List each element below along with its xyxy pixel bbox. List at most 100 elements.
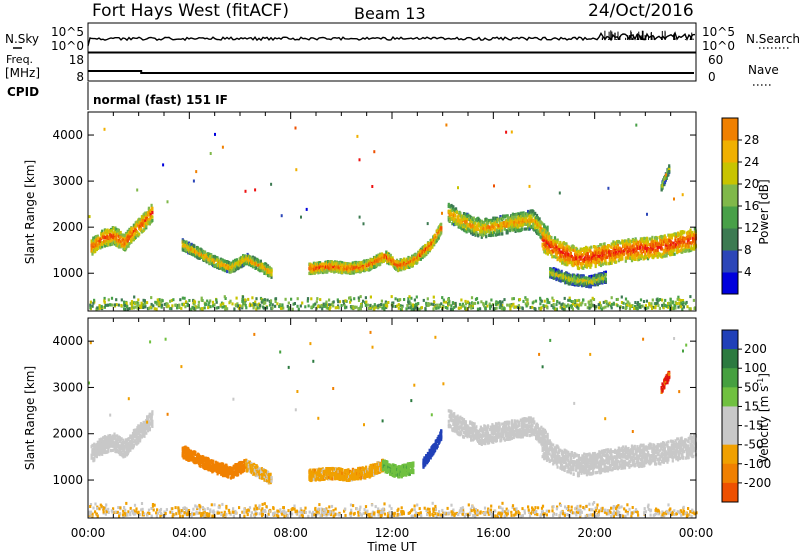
power-scatter-cell [328, 307, 331, 311]
power-scatter-cell [143, 301, 146, 305]
power-scatter-cell [597, 306, 600, 310]
power-echo-cell [568, 248, 572, 253]
power-scatter-cell [526, 302, 530, 306]
power-echo-cell [465, 219, 468, 224]
power-echo-cell [212, 260, 215, 264]
power-echo-cell [470, 231, 473, 235]
power-echo-cell [582, 266, 585, 270]
power-scatter-cell [665, 304, 668, 308]
power-echo-cell [447, 216, 450, 220]
power-scatter-cell [271, 303, 274, 307]
power-echo-cell [426, 251, 430, 255]
power-scatter-cell [692, 298, 695, 302]
power-echo-cell [525, 216, 528, 220]
power-scatter-cell [552, 299, 555, 303]
power-echo-cell [541, 242, 544, 246]
power-scatter-cell [284, 297, 287, 301]
power-scatter-cell [357, 299, 361, 302]
power-echo-cell [639, 256, 642, 261]
power-scatter-cell [353, 305, 356, 309]
power-echo-cell [651, 238, 654, 242]
power-echo-cell [509, 229, 512, 233]
power-echo-cell [559, 242, 562, 246]
power-scatter-cell [274, 300, 277, 303]
power-echo-cell [670, 241, 673, 245]
power-scatter-cell [539, 296, 542, 300]
power-scatter-cell [567, 303, 570, 307]
power-scatter-cell [410, 304, 413, 308]
power-scatter-cell [555, 307, 558, 311]
freq-trace [88, 70, 694, 74]
power-scatter-cell [433, 300, 436, 304]
power-scatter-cell [672, 307, 675, 311]
power-echo-cell [125, 245, 128, 249]
power-scatter-cell [590, 304, 593, 308]
power-scatter-cell [307, 304, 310, 308]
power-scatter-cell [124, 307, 127, 311]
power-echo-cell [592, 260, 595, 264]
power-echo-cell [493, 230, 496, 234]
power-echo-cell [644, 250, 647, 254]
power-echo-cell [541, 222, 544, 226]
power-scatter-cell [678, 298, 681, 302]
power-echo-cell [669, 252, 673, 257]
power-echo-cell [465, 227, 468, 231]
power-echo-cell [486, 221, 490, 225]
power-scatter-cell [332, 304, 335, 308]
power-echo-cell [461, 221, 464, 225]
power-echo-cell [626, 245, 629, 249]
power-scatter-cell [680, 301, 683, 305]
power-scatter-cell [324, 302, 327, 306]
power-echo-cell [132, 223, 135, 227]
power-echo-cell [336, 267, 339, 271]
power-scatter-cell [409, 306, 412, 310]
power-scatter-cell [568, 296, 571, 300]
power-echo-cell [138, 217, 141, 221]
power-scatter-cell [524, 302, 527, 306]
power-echo-cell [550, 238, 553, 242]
power-scatter-cell [430, 302, 433, 306]
power-echo-cell [112, 226, 115, 230]
power-echo-cell [539, 224, 542, 228]
power-echo-cell [431, 245, 434, 249]
power-echo-cell [610, 261, 613, 265]
power-echo-cell [589, 257, 592, 261]
power-scatter-cell [680, 299, 683, 302]
power-scatter-cell [325, 300, 328, 304]
power-echo-cell [546, 252, 549, 256]
power-echo-cell [106, 234, 109, 239]
power-echo-cell [108, 239, 111, 244]
power-scatter-cell [166, 302, 169, 306]
power-scatter-cell [442, 298, 445, 302]
power-scatter-cell [636, 307, 639, 311]
power-scatter-cell [501, 300, 504, 304]
power-echo-cell [370, 264, 373, 268]
power-scatter-cell [540, 299, 543, 303]
power-scatter-cell [103, 299, 106, 303]
power-echo-cell [124, 234, 127, 238]
power-echo-cell [662, 242, 665, 246]
power-echo-cell [576, 247, 579, 251]
power-echo-cell [586, 259, 589, 263]
power-echo-cell [670, 233, 673, 238]
power-echo-cell [350, 262, 353, 266]
power-echo-cell [223, 263, 226, 267]
power-echo-cell [141, 215, 144, 219]
power-scatter-cell [340, 304, 343, 307]
power-echo-cell [669, 250, 673, 254]
power-echo-cell [270, 273, 273, 277]
power-scatter-cell [674, 304, 677, 308]
power-echo-cell [242, 262, 246, 266]
power-echo-cell [91, 252, 94, 256]
power-scatter-cell [180, 306, 183, 310]
power-echo-cell [619, 241, 622, 245]
power-scatter-cell [92, 301, 95, 305]
power-echo-cell [457, 213, 460, 217]
power-echo-cell [131, 228, 134, 233]
power-scatter-cell [432, 303, 435, 307]
power-scatter-cell [489, 306, 492, 310]
power-echo-cell [640, 254, 643, 258]
power-scatter-cell [306, 297, 310, 301]
power-scatter-cell [629, 304, 632, 308]
power-scatter-cell [243, 301, 246, 305]
